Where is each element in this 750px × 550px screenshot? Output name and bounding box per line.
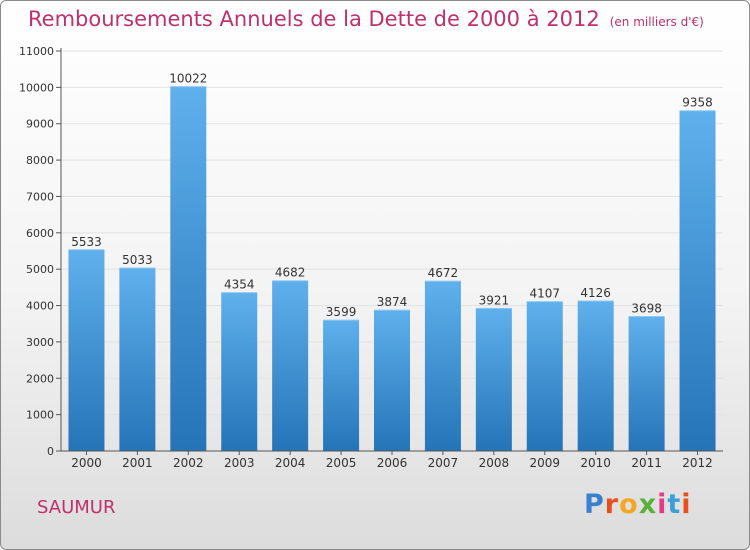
y-tick-label: 7000 bbox=[26, 190, 54, 203]
bar-2005 bbox=[323, 320, 360, 451]
x-tick-label: 2007 bbox=[428, 456, 459, 470]
logo-letter: i bbox=[681, 489, 692, 520]
bar-value-label: 3599 bbox=[326, 305, 357, 319]
unit-note: (en milliers d'€) bbox=[609, 15, 704, 29]
bar-2010 bbox=[577, 300, 614, 451]
x-tick-label: 2010 bbox=[580, 456, 611, 470]
bar-2011 bbox=[628, 316, 665, 451]
chart-title-text: Remboursements Annuels de la Dette de 20… bbox=[28, 7, 600, 31]
bar-2001 bbox=[119, 267, 156, 451]
y-tick-label: 0 bbox=[47, 445, 54, 458]
bar-2000 bbox=[68, 249, 105, 451]
y-tick-label: 1000 bbox=[26, 409, 54, 422]
bar-2002 bbox=[170, 86, 207, 452]
y-tick-label: 2000 bbox=[26, 372, 54, 385]
city-label: SAUMUR bbox=[37, 497, 116, 518]
x-tick-label: 2002 bbox=[173, 456, 204, 470]
bar-2012 bbox=[679, 110, 716, 451]
x-tick-label: 2006 bbox=[377, 456, 408, 470]
x-tick-label: 2001 bbox=[122, 456, 153, 470]
logo-letter: r bbox=[604, 489, 620, 520]
y-tick-label: 6000 bbox=[26, 227, 54, 240]
x-tick-label: 2008 bbox=[479, 456, 510, 470]
bar-2007 bbox=[424, 281, 461, 451]
y-tick-label: 9000 bbox=[26, 118, 54, 131]
bar-2004 bbox=[272, 280, 309, 451]
y-tick-label: 11000 bbox=[19, 45, 54, 58]
logo-letter: i bbox=[657, 489, 668, 520]
bar-value-label: 10022 bbox=[169, 72, 207, 86]
x-tick-label: 2009 bbox=[529, 456, 560, 470]
bar-value-label: 4107 bbox=[529, 287, 560, 301]
bar-value-label: 5033 bbox=[122, 253, 153, 267]
bar-value-label: 9358 bbox=[682, 96, 713, 110]
bars-group: 5533 5033 10022 4354 4682 3599 3874 4672 3921 410… bbox=[68, 72, 716, 452]
y-tick-label: 5000 bbox=[26, 263, 54, 276]
bar-2006 bbox=[374, 310, 410, 451]
x-tick-label: 2005 bbox=[326, 456, 357, 470]
bar-2009 bbox=[526, 301, 563, 451]
x-tick-label: 2012 bbox=[682, 456, 713, 470]
chart-title: Remboursements Annuels de la Dette de 20… bbox=[28, 7, 704, 31]
proxiti-logo: Proxiti bbox=[584, 489, 692, 520]
logo-letter: P bbox=[584, 489, 605, 520]
axes-group: 0 1000 2000 3000 4000 5000 6000 7000 8000 9000 100… bbox=[19, 45, 723, 470]
x-tick-label: 2003 bbox=[224, 456, 255, 470]
logo-letter: x bbox=[638, 489, 658, 520]
bar-value-label: 4682 bbox=[275, 266, 306, 280]
bar-value-label: 4354 bbox=[224, 278, 255, 292]
logo-letter: o bbox=[619, 489, 639, 520]
bar-value-label: 5533 bbox=[71, 235, 102, 249]
y-tick-label: 4000 bbox=[26, 300, 54, 313]
bar-value-label: 4126 bbox=[580, 286, 611, 300]
y-tick-label: 3000 bbox=[26, 336, 54, 349]
bar-2008 bbox=[475, 308, 512, 451]
y-tick-label: 8000 bbox=[26, 154, 54, 167]
bar-value-label: 4672 bbox=[428, 266, 459, 280]
bar-value-label: 3921 bbox=[479, 293, 510, 307]
bar-value-label: 3698 bbox=[631, 302, 662, 316]
x-tick-label: 2000 bbox=[71, 456, 102, 470]
logo-letter: t bbox=[667, 489, 682, 520]
x-tick-label: 2004 bbox=[275, 456, 306, 470]
y-tick-label: 10000 bbox=[19, 81, 54, 94]
bar-2003 bbox=[221, 292, 258, 451]
x-tick-label: 2011 bbox=[631, 456, 662, 470]
bar-value-label: 3874 bbox=[377, 295, 408, 309]
